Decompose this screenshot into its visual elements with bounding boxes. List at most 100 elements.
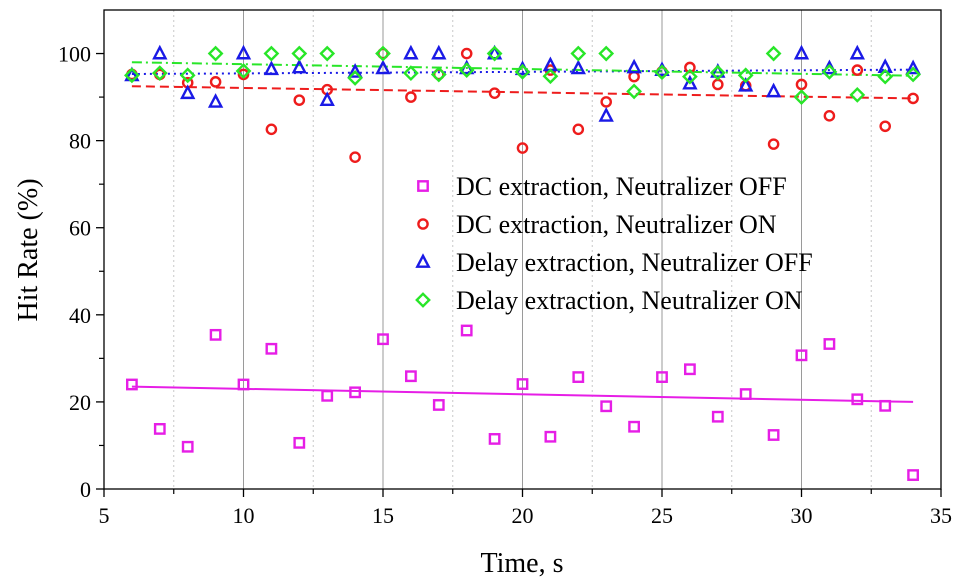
data-point-s1 [237, 378, 250, 391]
legend-label-3: Delay extraction, Neutralizer OFF [456, 248, 813, 277]
data-point-s3 [849, 44, 865, 60]
data-point-s3 [180, 84, 196, 100]
data-point-s1 [739, 388, 752, 400]
x-tick-label: 25 [651, 503, 673, 528]
data-point-s4 [849, 87, 866, 103]
data-point-s3 [598, 107, 614, 122]
x-axis-title: Time, s [480, 548, 563, 579]
data-point-s2 [600, 96, 613, 108]
data-point-s4 [905, 66, 921, 83]
data-point-s2 [293, 94, 306, 106]
data-point-s1 [460, 324, 473, 337]
y-tick-label: 100 [58, 42, 91, 67]
data-point-s4 [877, 68, 894, 85]
trend-line-3 [131, 68, 914, 76]
data-point-s3 [905, 59, 921, 75]
data-point-s1 [795, 349, 808, 362]
data-point-s4 [124, 67, 140, 84]
data-point-s4 [821, 63, 838, 80]
data-point-s3 [738, 76, 754, 92]
data-point-s2 [209, 76, 222, 88]
data-point-s3 [431, 44, 447, 60]
data-point-s3 [207, 93, 224, 108]
x-tick-label: 10 [233, 503, 255, 528]
axis-ticks [96, 52, 942, 497]
data-point-s1 [153, 423, 166, 435]
data-point-s2 [712, 78, 724, 91]
y-tick-label: 20 [69, 390, 91, 415]
data-point-s4 [291, 45, 308, 62]
data-point-s2 [628, 70, 640, 83]
data-point-s1 [516, 378, 529, 390]
data-point-s4 [737, 67, 754, 84]
data-point-s4 [682, 68, 698, 85]
data-point-s3 [291, 58, 307, 74]
legend-label-2: DC extraction, Neutralizer ON [456, 210, 777, 239]
data-point-s2 [879, 120, 892, 133]
data-point-s1 [321, 389, 334, 402]
data-point-s1 [711, 410, 724, 423]
data-point-s4 [403, 65, 419, 82]
trend-lines [131, 61, 914, 403]
data-point-s4 [151, 65, 168, 82]
data-point-s1 [544, 430, 557, 443]
data-point-s3 [347, 63, 363, 78]
data-point-s2 [405, 91, 417, 103]
data-point-s3 [403, 44, 419, 60]
data-point-s3 [319, 91, 335, 107]
data-point-s1 [209, 328, 222, 341]
data-point-s2 [349, 151, 361, 163]
data-point-s4 [793, 89, 810, 105]
data-point-s1 [684, 363, 696, 376]
data-point-s4 [319, 45, 336, 62]
data-point-s2 [767, 138, 780, 150]
y-tick-label: 80 [69, 129, 91, 154]
data-point-s4 [347, 70, 363, 86]
legend-label-4: Delay extraction, Neutralizer ON [456, 286, 803, 315]
data-point-s2 [265, 123, 278, 136]
x-tick-label: 20 [512, 503, 534, 528]
y-tick-label: 0 [80, 477, 91, 502]
data-markers [124, 44, 921, 481]
x-tick-label: 30 [791, 503, 813, 528]
data-point-s1 [265, 342, 278, 355]
data-point-s2 [851, 64, 864, 76]
data-point-s2 [460, 47, 473, 60]
data-point-s1 [293, 436, 306, 449]
data-point-s1 [181, 440, 194, 453]
y-axis-title: Hit Rate (%) [13, 178, 44, 321]
data-point-s1 [907, 469, 920, 481]
data-point-s3 [682, 74, 698, 90]
data-point-s4 [514, 63, 531, 80]
data-point-s4 [765, 45, 782, 62]
data-point-s4 [570, 45, 587, 62]
data-point-s1 [377, 333, 389, 346]
data-point-s3 [263, 60, 280, 76]
data-point-s4 [626, 83, 642, 100]
data-point-s4 [263, 45, 280, 62]
data-point-s4 [207, 45, 224, 62]
legend-label-1: DC extraction, Neutralizer OFF [456, 172, 787, 201]
data-point-s3 [152, 44, 168, 60]
data-point-s4 [542, 68, 559, 85]
data-point-s2 [795, 78, 808, 91]
data-point-s2 [823, 110, 836, 122]
data-point-s1 [600, 400, 613, 413]
data-point-s3 [570, 59, 586, 75]
data-point-s4 [375, 45, 391, 62]
data-point-s2 [907, 92, 919, 105]
data-point-s4 [598, 45, 615, 62]
data-point-s2 [516, 142, 529, 154]
x-tick-label: 15 [372, 503, 394, 528]
data-point-s4 [235, 63, 252, 79]
data-point-s1 [767, 429, 780, 441]
data-point-s1 [851, 393, 864, 406]
x-tick-label: 35 [930, 503, 952, 528]
legend-marker-1 [417, 180, 429, 192]
data-point-s1 [656, 371, 668, 383]
data-point-s1 [879, 399, 892, 412]
data-point-s1 [432, 399, 445, 411]
data-point-s3 [821, 59, 838, 75]
data-point-s4 [179, 67, 196, 84]
data-point-s2 [488, 87, 501, 99]
